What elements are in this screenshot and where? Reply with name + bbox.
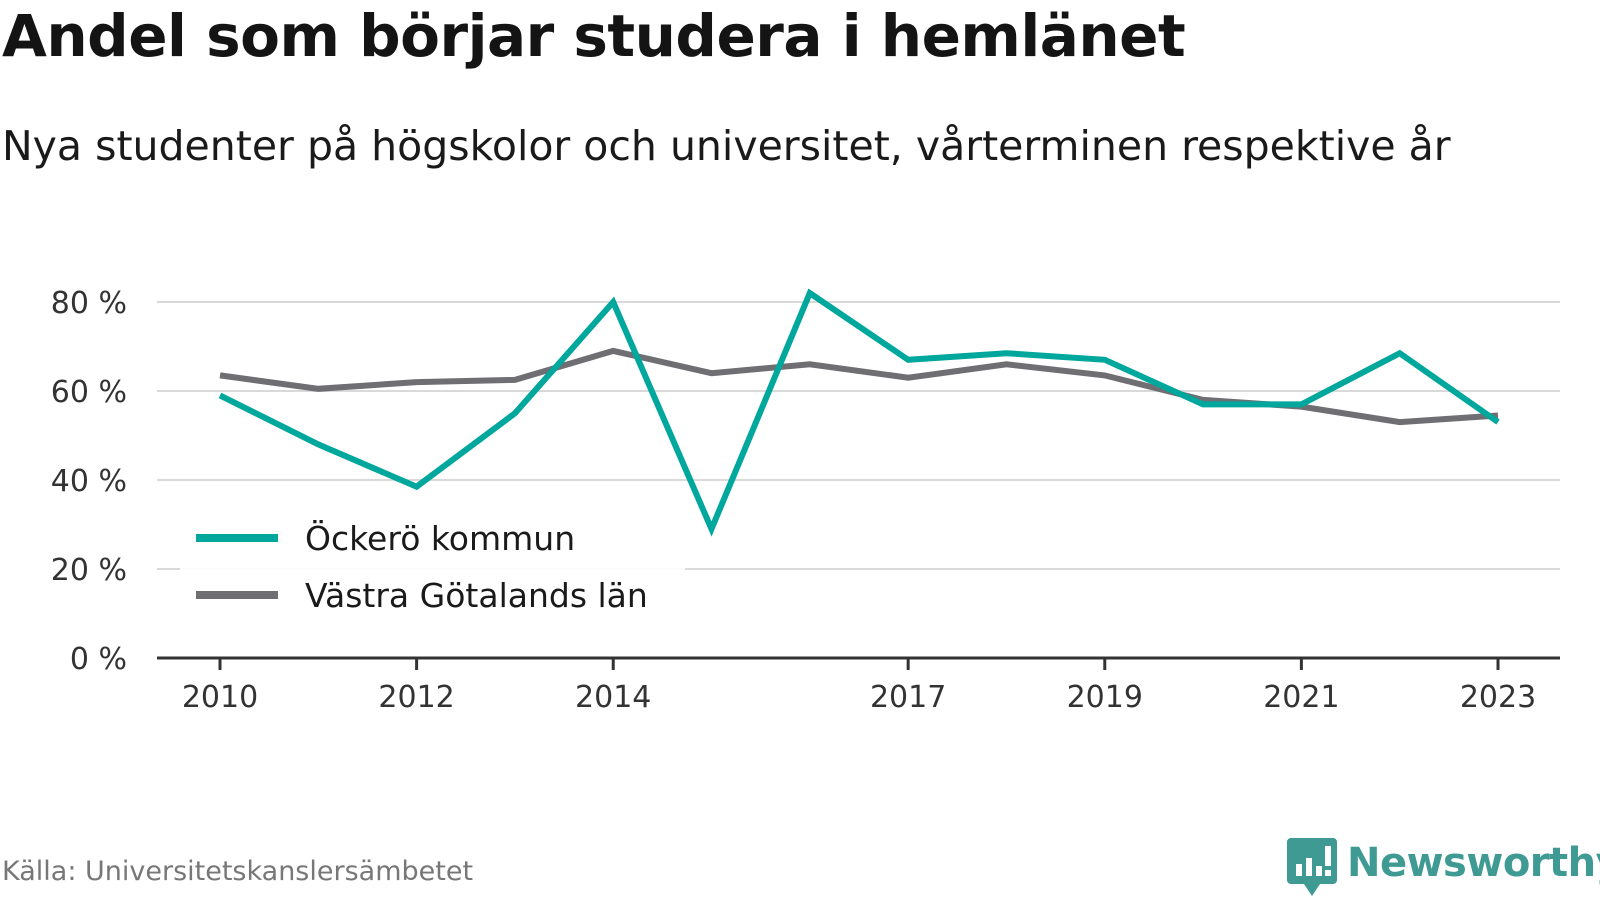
y-tick-label: 80 % [51, 286, 127, 321]
chart-title: Andel som börjar studera i hemlänet [2, 2, 1186, 70]
y-tick-label: 40 % [51, 464, 127, 499]
x-tick-label: 2012 [378, 680, 454, 715]
legend-label: Västra Götalands län [305, 576, 648, 615]
y-axis-ticks: 0 % 20 % 40 % 60 % 80 % [51, 286, 127, 677]
series-line-0 [218, 288, 1500, 537]
chart-subtitle: Nya studenter på högskolor och universit… [2, 122, 1451, 170]
legend-label: Öckerö kommun [305, 518, 575, 558]
y-tick-label: 0 % [70, 642, 127, 677]
x-tick-label: 2021 [1263, 680, 1339, 715]
x-tick-label: 2010 [182, 680, 258, 715]
y-tick-label: 60 % [51, 375, 127, 410]
newsworthy-logo-icon [1287, 838, 1337, 896]
brand-logo: Newsworthy [1287, 838, 1600, 900]
series-lines [218, 288, 1500, 537]
x-tick-label: 2017 [870, 680, 946, 715]
x-axis-ticks: 2010 2012 2014 2017 2019 2021 2023 [182, 658, 1536, 715]
x-tick-label: 2019 [1067, 680, 1143, 715]
legend: Öckerö kommun Västra Götalands län [180, 505, 685, 615]
source-note: Källa: Universitetskanslersämbetet [2, 856, 474, 887]
brand-name: Newsworthy [1347, 840, 1600, 886]
x-tick-label: 2023 [1460, 680, 1536, 715]
y-tick-label: 20 % [51, 553, 127, 588]
x-tick-label: 2014 [575, 680, 651, 715]
series-line-1 [219, 347, 1499, 426]
